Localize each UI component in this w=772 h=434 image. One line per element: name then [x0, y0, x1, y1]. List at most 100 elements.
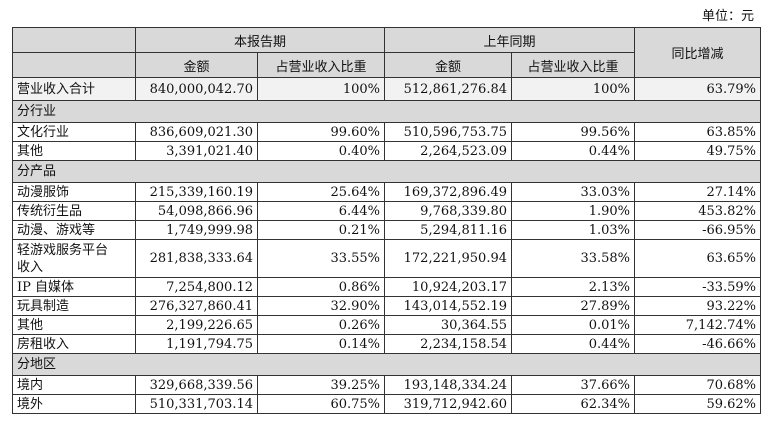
- cell: -66.95%: [634, 220, 762, 240]
- cell: 329,668,339.56: [135, 375, 258, 395]
- header-cell: 占营业收入比重: [256, 52, 386, 78]
- label-text: 动漫服饰: [17, 184, 70, 200]
- header-cell: 同比增减: [634, 27, 762, 78]
- cell: 276,327,860.41: [135, 296, 258, 316]
- cell: 6.44%: [256, 201, 386, 221]
- table-row: 玩具制造 276,327,860.41 32.90% 143,014,552.19 27…: [12, 296, 762, 316]
- cell: 2,199,226.65: [135, 315, 258, 335]
- cell: 63.79%: [634, 77, 762, 101]
- table-row: 动漫服饰 215,339,160.19 25.64% 169,372,896.49 33…: [12, 182, 762, 202]
- cell: 59.62%: [634, 394, 762, 414]
- cell: 0.01%: [511, 315, 636, 335]
- cell: 54,098,866.96: [135, 201, 258, 221]
- table-row: 境外 510,331,703.14 60.75% 319,712,942.60 62.3…: [12, 394, 762, 414]
- cell: 62.34%: [511, 394, 636, 414]
- label-text: 境内: [17, 377, 44, 393]
- cell: 33.58%: [511, 239, 636, 278]
- table-row: IP 自媒体 7,254,800.12 0.86% 10,924,203.17 2.13…: [12, 277, 762, 297]
- cell: 2,234,158.54: [384, 334, 513, 354]
- cell: 33.03%: [511, 182, 636, 202]
- cell: 9,768,339.80: [384, 201, 513, 221]
- row-label: 轻游戏服务平台收入: [12, 239, 136, 278]
- cell: 39.25%: [256, 375, 386, 395]
- row-label: 分产品: [11, 160, 762, 183]
- revenue-table: 本报告期 上年同期 同比增减 金额 占营业收入比重 金额 占营业收入比重 营业收…: [11, 27, 762, 414]
- cell: 7,142.74%: [634, 315, 762, 335]
- cell: 1.90%: [511, 201, 636, 221]
- label-text: 传统衍生品: [17, 203, 83, 219]
- header-cell: [12, 52, 136, 78]
- row-label: 房租收入: [12, 334, 136, 354]
- cell: -33.59%: [634, 277, 762, 297]
- label-text: 其他: [17, 143, 44, 159]
- header-cell: 本报告期: [134, 27, 386, 53]
- row-label: 文化行业: [12, 122, 136, 142]
- header-cell: [12, 27, 136, 53]
- cell: 319,712,942.60: [384, 394, 513, 414]
- cell: 32.90%: [256, 296, 386, 316]
- cell: 0.44%: [511, 334, 636, 354]
- cell: 172,221,950.94: [384, 239, 513, 278]
- label-text: 其他: [17, 317, 44, 333]
- row-label: 传统衍生品: [12, 201, 136, 221]
- row-label: 其他: [12, 315, 136, 335]
- cell: 3,391,021.40: [135, 141, 258, 161]
- label-text: 分产品: [17, 164, 57, 179]
- cell: 5,294,811.16: [384, 220, 513, 240]
- cell: 1,191,794.75: [135, 334, 258, 354]
- table-row: 传统衍生品 54,098,866.96 6.44% 9,768,339.80 1.90%…: [12, 201, 762, 221]
- cell: 100%: [256, 77, 386, 101]
- cell: -46.66%: [634, 334, 762, 354]
- cell: 840,000,042.70: [135, 77, 258, 101]
- cell: 25.64%: [256, 182, 386, 202]
- cell: 0.86%: [256, 277, 386, 297]
- cell: 215,339,160.19: [135, 182, 258, 202]
- cell: 63.85%: [634, 122, 762, 142]
- cell: 99.60%: [256, 122, 386, 142]
- label-text: 文化行业: [17, 124, 70, 140]
- cell: 453.82%: [634, 201, 762, 221]
- table-row: 房租收入 1,191,794.75 0.14% 2,234,158.54 0.44% -4…: [12, 334, 762, 354]
- cell: 2,264,523.09: [384, 141, 513, 161]
- cell: 281,838,333.64: [135, 239, 258, 278]
- table-row: 分行业: [11, 100, 762, 123]
- cell: 7,254,800.12: [135, 277, 258, 297]
- cell: 2.13%: [511, 277, 636, 297]
- table-row: 其他 2,199,226.65 0.26% 30,364.55 0.01% 7,142.7…: [12, 315, 762, 335]
- cell: 143,014,552.19: [384, 296, 513, 316]
- label-text: 玩具制造: [17, 298, 70, 314]
- label-text: 动漫、游戏等: [17, 222, 96, 238]
- table-row: 分地区: [11, 353, 762, 376]
- cell: 0.44%: [511, 141, 636, 161]
- header-row: 本报告期 上年同期 同比增减: [12, 27, 762, 78]
- cell: 512,861,276.84: [384, 77, 513, 101]
- cell: 193,148,334.24: [384, 375, 513, 395]
- cell: 169,372,896.49: [384, 182, 513, 202]
- cell: 63.65%: [634, 239, 762, 278]
- header-cell: 金额: [135, 52, 258, 78]
- label-text: 营业收入合计: [17, 81, 96, 97]
- cell: 0.40%: [256, 141, 386, 161]
- table-row: 轻游戏服务平台收入 281,838,333.64 33.55% 172,221,950…: [12, 239, 762, 278]
- row-label: 分行业: [11, 100, 762, 123]
- cell: 510,596,753.75: [384, 122, 513, 142]
- table-row: 营业收入合计 840,000,042.70 100% 512,861,276.84 10…: [12, 77, 762, 101]
- cell: 0.21%: [256, 220, 386, 240]
- cell: 1,749,999.98: [135, 220, 258, 240]
- unit-label: 单位：元: [701, 9, 754, 24]
- header-cell: 上年同期: [384, 27, 636, 53]
- cell: 27.89%: [511, 296, 636, 316]
- cell: 1.03%: [511, 220, 636, 240]
- header-cell: 占营业收入比重: [511, 52, 636, 78]
- row-label: 其他: [12, 141, 136, 161]
- cell: 836,609,021.30: [135, 122, 258, 142]
- cell: 70.68%: [634, 375, 762, 395]
- cell: 99.56%: [511, 122, 636, 142]
- row-label: 境内: [12, 375, 136, 395]
- cell: 37.66%: [511, 375, 636, 395]
- row-label: 境外: [12, 394, 136, 414]
- cell: 0.26%: [256, 315, 386, 335]
- cell: 100%: [511, 77, 636, 101]
- label-text: 房租收入: [17, 336, 70, 352]
